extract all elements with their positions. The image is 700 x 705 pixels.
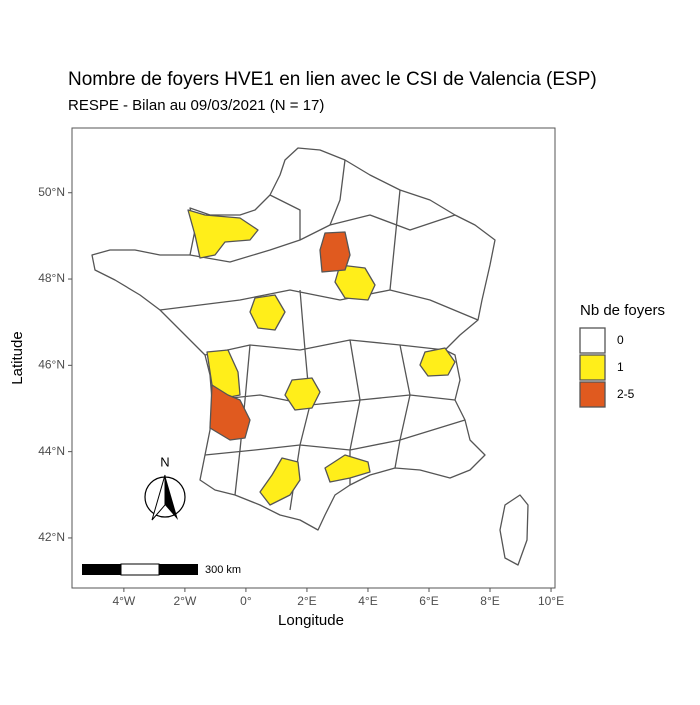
chart-subtitle: RESPE - Bilan au 09/03/2021 (N = 17) [68,97,324,114]
north-arrow-dark [165,475,178,520]
north-arrow-light [151,474,166,521]
department [209,384,251,441]
scale-label: 300 km [205,564,241,576]
legend-label: 1 [617,360,624,374]
scale-segment [82,564,121,575]
x-tick-label: 2°W [173,594,196,608]
department [324,454,371,483]
corsica [499,494,529,566]
department [319,231,351,273]
x-tick-label: 8°E [480,594,499,608]
legend-key [579,381,606,408]
y-tick-label: 46°N [38,358,65,372]
department [334,264,376,301]
y-tick-label: 48°N [38,271,65,285]
x-tick-label: 10°E [538,594,564,608]
y-tick-label: 44°N [38,444,65,458]
department [284,377,321,411]
department [249,294,286,331]
chart-title: Nombre de foyers HVE1 en lien avec le CS… [68,69,597,90]
x-tick-label: 0° [240,594,252,608]
legend-key [579,354,606,381]
legend-key [579,327,606,354]
legend-label: 2-5 [617,387,635,401]
x-tick-label: 2°E [297,594,316,608]
legend-title: Nb de foyers [580,302,665,319]
scale-segment [120,563,160,576]
department [419,347,456,377]
y-tick-label: 42°N [38,530,65,544]
y-tick-label: 50°N [38,185,65,199]
scale-bar: 300 km [82,563,241,576]
department [187,209,259,259]
map [91,147,529,566]
x-tick-label: 4°E [358,594,377,608]
y-axis-label: Latitude [9,331,26,384]
x-tick-label: 6°E [419,594,438,608]
north-label: N [160,454,169,469]
x-axis-label: Longitude [278,612,344,629]
department [259,457,301,506]
x-tick-label: 4°W [112,594,135,608]
north-arrow: N [144,454,186,521]
scale-segment [159,564,198,575]
legend-label: 0 [617,333,624,347]
